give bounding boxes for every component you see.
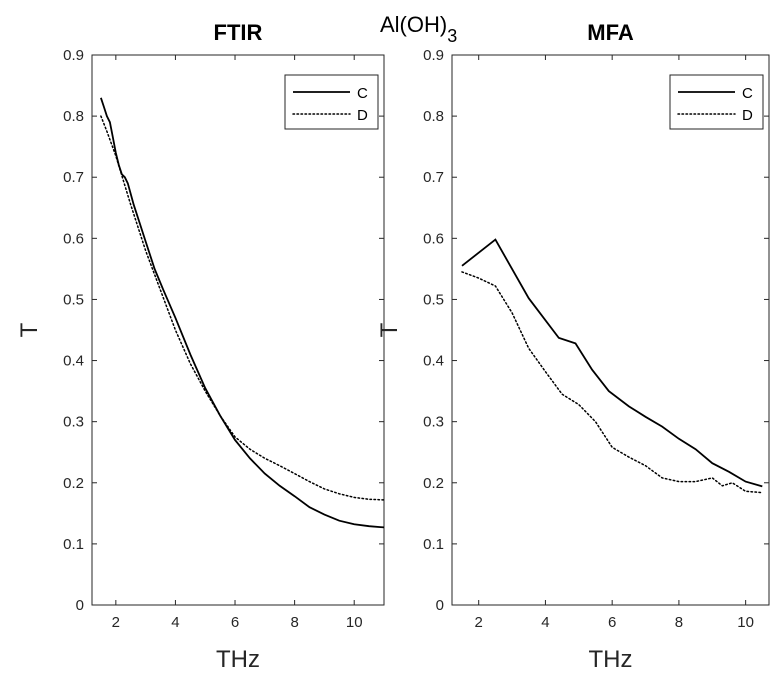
legend-label-D: D [357,107,368,124]
chart-panel-mfa: 0 0.1 0.2 0.3 0.4 0.5 0.6 0.7 0.8 0.9 2 4 6 8 10 MFA THz… [376,20,770,673]
x-axis-label: THz [589,646,633,673]
y-tick-label: 0.1 [423,536,444,553]
y-axis-label: T [16,322,43,337]
series-line-C [100,97,384,529]
x-tick-label: 10 [346,614,363,631]
y-tick-label: 0.5 [423,291,444,308]
x-tick-label: 2 [475,614,483,631]
series-line-D [100,115,384,501]
supertitle-subscript: 3 [447,26,457,46]
y-tick-label: 0.7 [63,169,84,186]
x-tick-label: 10 [737,614,754,631]
legend-label-C: C [742,85,753,102]
series-line-D [461,271,764,494]
y-tick-label: 0.2 [423,475,444,492]
y-tick-label: 0.6 [423,230,444,247]
legend-box [669,74,764,130]
y-tick-label: 0.8 [63,108,84,125]
plot-area-frame [451,54,770,606]
legend: CD [284,74,379,130]
x-tick-label: 8 [290,614,298,631]
legend: CD [669,74,764,130]
x-tick-label: 2 [112,614,120,631]
y-tick-label: 0.2 [63,475,84,492]
y-tick-label: 0 [76,597,84,614]
y-tick-label: 0.3 [423,414,444,431]
y-tick-label: 0.7 [423,169,444,186]
y-tick-label: 0.3 [63,414,84,431]
legend-label-D: D [742,107,753,124]
chart-panel-ftir: 0 0.1 0.2 0.3 0.4 0.5 0.6 0.7 0.8 0.9 2 4 6 8 10 FTIR TH… [16,20,385,673]
y-tick-label: 0.4 [423,353,444,370]
figure-supertitle: Al(OH)3 [380,12,457,46]
y-tick-label: 0.8 [423,108,444,125]
x-tick-label: 6 [231,614,239,631]
y-tick-label: 0.1 [63,536,84,553]
legend-label-C: C [357,85,368,102]
chart-title: FTIR [214,20,263,45]
series-line-C [461,238,763,488]
x-tick-label: 8 [675,614,683,631]
x-tick-label: 4 [171,614,179,631]
y-tick-label: 0 [436,597,444,614]
x-tick-label: 4 [541,614,549,631]
y-tick-label: 0.9 [63,47,84,64]
supertitle-main: Al(OH) [380,12,447,37]
x-tick-label: 6 [608,614,616,631]
x-axis-label: THz [216,646,260,673]
chart-title: MFA [587,20,634,45]
legend-box [284,74,379,130]
y-tick-label: 0.5 [63,291,84,308]
y-axis-label: T [376,322,403,337]
y-tick-label: 0.4 [63,353,84,370]
y-tick-label: 0.9 [423,47,444,64]
plot-area-frame [91,54,385,606]
y-tick-label: 0.6 [63,230,84,247]
